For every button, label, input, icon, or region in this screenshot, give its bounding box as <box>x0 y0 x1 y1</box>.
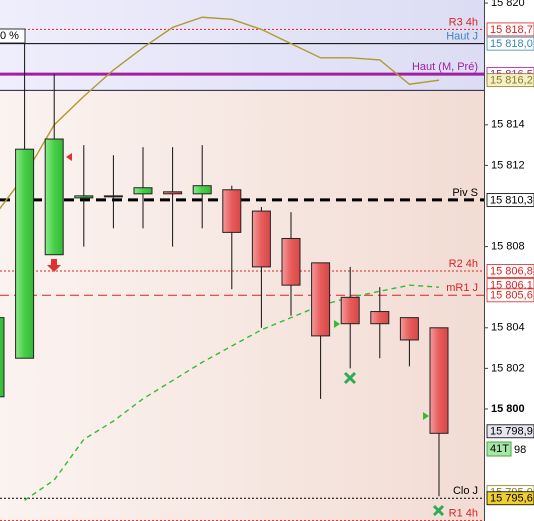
level-label: Haut (M, Pré) <box>412 61 478 73</box>
price-tag-label: 15 810,3 <box>490 194 533 206</box>
marker <box>334 320 340 328</box>
price-tag <box>486 36 534 51</box>
y-tick-label: 15 802 <box>491 362 525 374</box>
candle-down <box>370 311 390 325</box>
marker <box>343 371 357 385</box>
candle-up <box>44 138 64 256</box>
price-tag <box>486 22 534 37</box>
candle-up <box>15 148 35 359</box>
candle-down <box>311 262 331 337</box>
price-tag <box>486 193 534 207</box>
y-tick-label: 15 812 <box>491 159 525 171</box>
price-tag <box>486 424 534 439</box>
candle-down <box>399 317 419 341</box>
marker <box>66 153 72 161</box>
candle-down <box>340 296 360 325</box>
price-tag <box>486 491 534 506</box>
candle-up <box>192 185 212 195</box>
price-tag-label: 15 818,7 <box>490 24 533 36</box>
candle-up <box>103 195 123 198</box>
volume-box <box>486 441 512 457</box>
price-tag-label: 15 806,8 <box>490 265 533 277</box>
candle-down <box>163 191 183 195</box>
candle-down <box>251 210 271 268</box>
candle-down <box>281 237 301 286</box>
volume-suffix: 98 <box>514 444 526 456</box>
level-label: R2 4h <box>449 258 478 270</box>
overlay-line <box>24 284 440 501</box>
price-tag-label: 15 798,9 <box>490 426 533 438</box>
y-tick-label: 15 804 <box>491 322 525 334</box>
price-tag-label: 15 816,2 <box>490 75 533 87</box>
level-label: Clo J <box>453 485 478 497</box>
corner-label: 0 % <box>0 30 19 42</box>
marker <box>432 504 445 517</box>
candle-up <box>133 187 153 195</box>
marker <box>423 412 429 420</box>
price-tag <box>486 264 534 278</box>
level-label: Piv S <box>452 187 478 199</box>
y-tick-label: 15 800 <box>491 403 525 415</box>
candle-up <box>0 317 5 398</box>
candle-down <box>222 189 242 233</box>
price-tag-label: 15 795,6 <box>490 493 533 505</box>
marker <box>47 259 61 272</box>
level-label: R1 4h <box>449 508 478 520</box>
price-tag-label: 15 818,0 <box>490 38 533 50</box>
candle-down <box>429 327 449 434</box>
price-tag <box>486 288 534 303</box>
y-tick-label: 15 808 <box>491 241 525 253</box>
y-tick-label: 15 814 <box>491 119 525 131</box>
candle-up <box>74 195 94 199</box>
price-tag-label: 15 805,6 <box>490 290 533 302</box>
level-label: R3 4h <box>449 16 478 28</box>
price-tag <box>486 73 534 88</box>
volume-label: 41T <box>490 443 509 455</box>
overlay-line <box>0 16 440 210</box>
level-label: mR1 J <box>446 282 478 294</box>
zone <box>0 0 484 91</box>
corner-box <box>0 28 26 44</box>
level-label: Haut J <box>446 31 478 43</box>
y-tick-label: 15 820 <box>491 0 525 9</box>
